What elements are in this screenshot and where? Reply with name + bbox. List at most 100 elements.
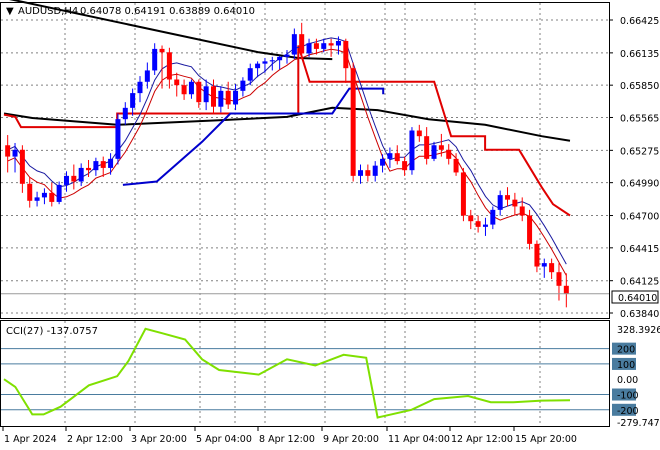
ohlc-readout: 0.64078 0.64191 0.63889 0.64010 <box>80 6 255 17</box>
candle-body <box>482 224 488 227</box>
cci-line <box>3 327 571 419</box>
candle-body <box>527 215 533 244</box>
candle-body <box>387 153 393 159</box>
price-tick-label: 0.66425 <box>620 16 659 27</box>
cci-pane-frame <box>0 320 610 427</box>
candle-body <box>556 272 562 286</box>
candle-body <box>71 175 77 182</box>
cci-tick-label: -200 <box>617 406 639 417</box>
candle-body <box>284 54 290 57</box>
candle-body <box>233 90 239 105</box>
candle-body <box>203 86 209 103</box>
blue-band-line <box>122 87 385 186</box>
candle-body <box>372 165 378 176</box>
ma-line-long <box>3 106 571 142</box>
price-tick-label: 0.66135 <box>620 49 659 60</box>
price-axis: 0.66425 0.66135 0.65850 0.65565 0.65275 0.649… <box>609 16 659 320</box>
price-tick-label: 0.64700 <box>620 212 659 223</box>
candle-body <box>86 167 92 171</box>
price-tick-label: 0.63840 <box>620 309 659 320</box>
candle-body <box>460 172 466 216</box>
time-tick-label: 5 Apr 04:00 <box>196 434 252 445</box>
candle-body <box>328 43 334 46</box>
candle-body <box>512 199 518 207</box>
candle-body <box>438 145 444 150</box>
candle-body <box>49 192 55 202</box>
envelope-lower <box>7 48 567 276</box>
candle-body <box>394 153 400 162</box>
candle-body <box>34 197 40 201</box>
candle-body <box>225 90 231 105</box>
candle-body <box>144 70 150 82</box>
candle-body <box>115 119 121 159</box>
cci-axis: 328.3926 200 100 0.00 -100 -200-279.7475 <box>612 325 660 429</box>
candle-body <box>19 149 25 184</box>
candle-body <box>12 149 18 157</box>
price-tick-label: 0.64415 <box>620 244 659 255</box>
candle-body <box>446 149 452 159</box>
candle-body <box>299 34 305 54</box>
price-tick-label: 0.65275 <box>620 146 659 157</box>
time-tick-label: 9 Apr 20:00 <box>323 434 379 445</box>
main-pane-frame <box>0 2 610 319</box>
price-tick-label: 0.65850 <box>620 81 659 92</box>
candle-body <box>409 130 415 171</box>
candle-body <box>240 80 246 91</box>
candle-body <box>269 60 275 62</box>
candle-body <box>424 136 430 159</box>
candle-body <box>306 43 312 54</box>
time-tick-label: 11 Apr 04:00 <box>388 434 450 445</box>
candle-body <box>137 81 143 94</box>
candle-body <box>475 221 481 227</box>
candle-body <box>563 285 569 294</box>
candle-body <box>453 158 459 173</box>
red-band-line <box>3 45 571 217</box>
cci-tick-label: 200 <box>617 345 635 356</box>
candle-body <box>174 79 180 86</box>
candle-body <box>122 107 128 120</box>
time-axis: 1 Apr 2024 2 Apr 12:00 3 Apr 20:00 5 Apr 04… <box>2 427 577 445</box>
time-tick-label: 15 Apr 20:00 <box>515 434 577 445</box>
candle-body <box>210 86 216 107</box>
candle-body <box>541 263 547 267</box>
candle-body <box>519 206 525 216</box>
candle-body <box>262 61 268 64</box>
candle-body <box>247 68 253 81</box>
candle-body <box>218 90 224 107</box>
candle-body <box>497 195 503 210</box>
candle-body <box>196 81 202 103</box>
candle-body <box>93 161 99 171</box>
grid <box>1 3 609 426</box>
current-price: 0.64010 <box>618 293 657 304</box>
candle-body <box>166 52 172 80</box>
candle-body <box>277 56 283 61</box>
candle-body <box>56 184 62 202</box>
cci-tick-label: -100 <box>617 391 639 402</box>
candle-body <box>130 93 136 108</box>
candles <box>1 22 609 308</box>
candle-body <box>534 243 540 267</box>
cci-tick-label: 0.00 <box>617 375 638 386</box>
candle-body <box>416 130 422 137</box>
candle-body <box>505 195 511 200</box>
cci-tick-label: -279.7475 <box>617 418 660 429</box>
time-tick-label: 8 Apr 12:00 <box>259 434 315 445</box>
ma-line-short <box>9 0 333 61</box>
time-tick-label: 2 Apr 12:00 <box>67 434 123 445</box>
candle-body <box>358 170 364 176</box>
candle-body <box>343 40 349 69</box>
candle-body <box>365 170 371 176</box>
candle-body <box>188 81 194 95</box>
symbol-icon: ▼ <box>6 6 14 17</box>
candle-body <box>431 145 437 159</box>
cci-label: CCI(27) -137.0757 <box>6 326 98 337</box>
cci-tick-label: 100 <box>617 360 635 371</box>
candle-body <box>152 48 158 71</box>
time-tick-label: 3 Apr 20:00 <box>131 434 187 445</box>
candle-body <box>41 192 47 198</box>
symbol-timeframe: AUDUSD,H4 <box>18 6 78 17</box>
candle-body <box>313 43 319 49</box>
cci-level-badge <box>612 388 636 401</box>
candle-body <box>63 175 69 185</box>
